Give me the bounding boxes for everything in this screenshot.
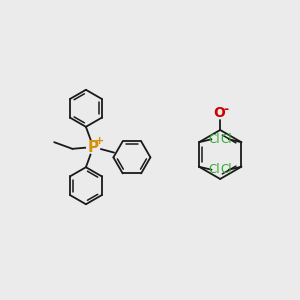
Text: Cl: Cl [220,163,232,176]
Circle shape [87,140,100,154]
Text: Cl: Cl [220,133,232,146]
Text: O: O [214,106,226,120]
Text: -: - [223,103,228,116]
Text: Cl: Cl [209,133,220,146]
Text: P: P [88,140,99,154]
Text: Cl: Cl [209,163,220,176]
Text: +: + [95,136,104,146]
